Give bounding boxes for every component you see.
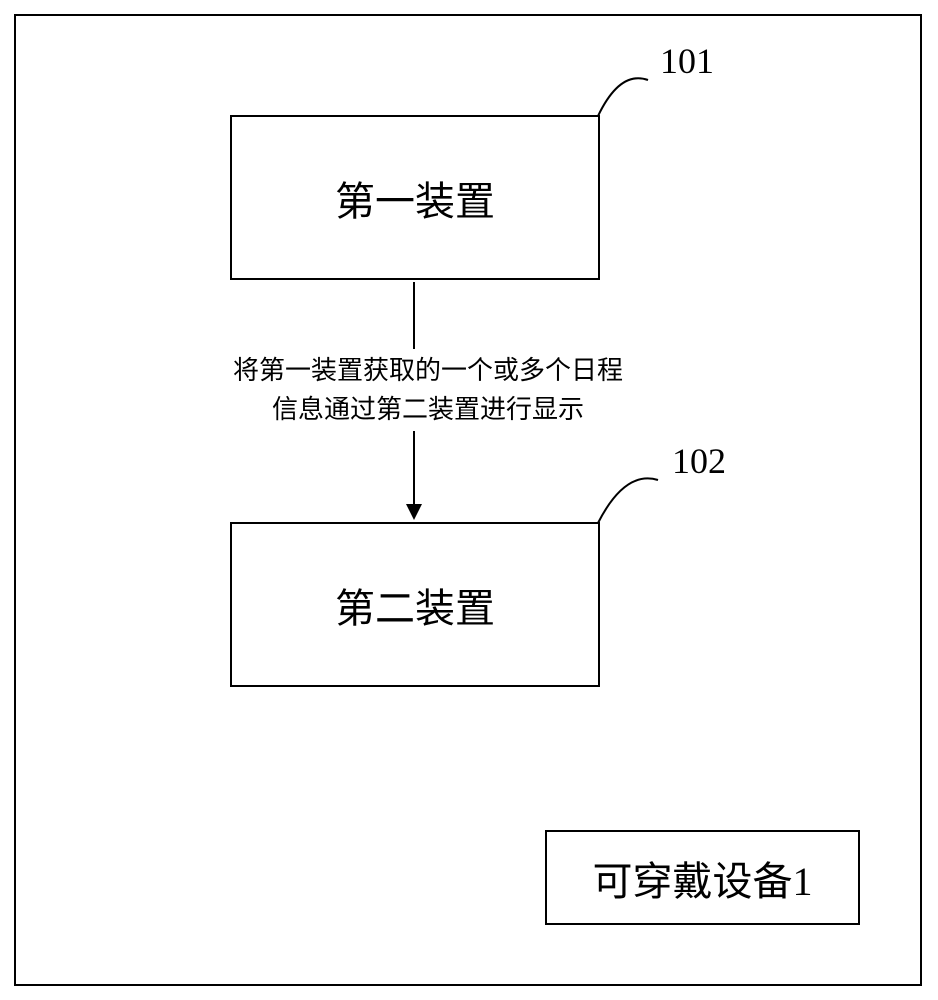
footer-label: 可穿戴设备1 [593, 849, 813, 907]
edge-label-line2: 信息通过第二装置进行显示 [272, 395, 584, 424]
node-second-device-label: 第二装置 [335, 576, 495, 634]
node-first-device: 第一装置 [230, 115, 600, 280]
ref-number-101: 101 [660, 40, 714, 82]
footer-wearable-device: 可穿戴设备1 [545, 830, 860, 925]
edge-label-line1: 将第一装置获取的一个或多个日程 [233, 356, 623, 385]
node-second-device: 第二装置 [230, 522, 600, 687]
node-first-device-label: 第一装置 [335, 169, 495, 227]
edge-arrow-head [406, 504, 422, 520]
ref-number-102: 102 [672, 440, 726, 482]
edge-label: 将第一装置获取的一个或多个日程 信息通过第二装置进行显示 [205, 349, 651, 431]
